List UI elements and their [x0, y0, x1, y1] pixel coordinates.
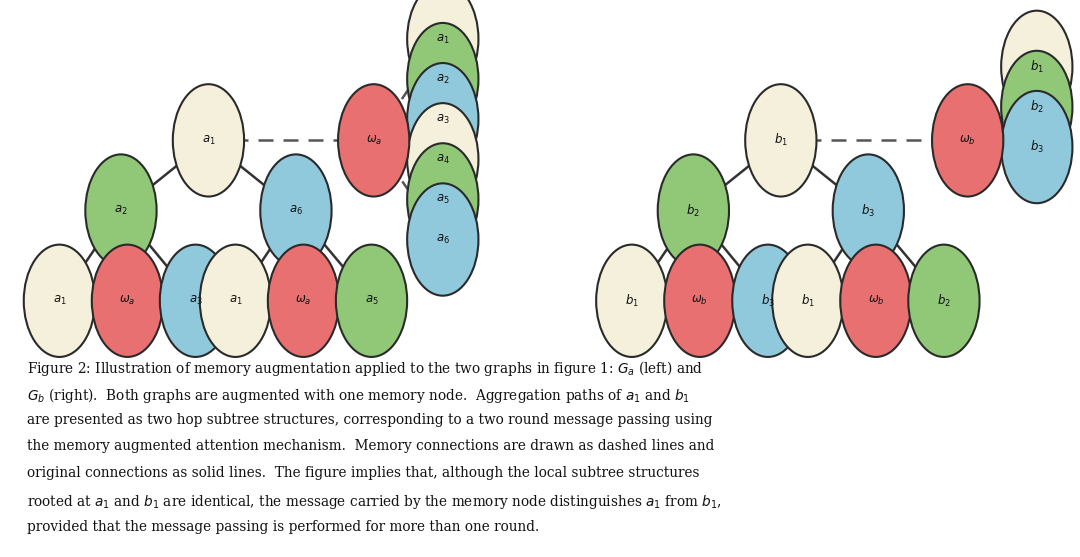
Text: $a_1$: $a_1$	[202, 134, 215, 147]
Ellipse shape	[338, 84, 409, 197]
Ellipse shape	[596, 245, 667, 357]
Text: $a_1$: $a_1$	[229, 294, 242, 307]
Ellipse shape	[407, 143, 478, 256]
Ellipse shape	[833, 154, 904, 267]
Ellipse shape	[24, 245, 95, 357]
Text: $b_3$: $b_3$	[862, 203, 875, 218]
Ellipse shape	[658, 154, 729, 267]
Text: $b_3$: $b_3$	[1030, 139, 1043, 155]
Ellipse shape	[92, 245, 163, 357]
Text: $a_6$: $a_6$	[436, 233, 449, 246]
Ellipse shape	[407, 0, 478, 95]
Text: $b_3$: $b_3$	[761, 293, 774, 309]
Text: are presented as two hop subtree structures, corresponding to a two round messag: are presented as two hop subtree structu…	[27, 413, 713, 427]
Ellipse shape	[200, 245, 271, 357]
Text: rooted at $a_1$ and $b_1$ are identical, the message carried by the memory node : rooted at $a_1$ and $b_1$ are identical,…	[27, 493, 721, 511]
Text: $\omega_b$: $\omega_b$	[691, 294, 708, 307]
Text: Figure 2: Illustration of memory augmentation applied to the two graphs in figur: Figure 2: Illustration of memory augment…	[27, 359, 703, 378]
Text: $\omega_a$: $\omega_a$	[365, 134, 382, 147]
Text: $a_3$: $a_3$	[436, 113, 449, 126]
Text: $\omega_a$: $\omega_a$	[119, 294, 136, 307]
Text: $a_5$: $a_5$	[436, 193, 449, 206]
Ellipse shape	[85, 154, 157, 267]
Ellipse shape	[173, 84, 244, 197]
Ellipse shape	[732, 245, 804, 357]
Text: $a_1$: $a_1$	[53, 294, 66, 307]
Text: $b_1$: $b_1$	[1030, 59, 1043, 75]
Ellipse shape	[268, 245, 339, 357]
Text: $b_1$: $b_1$	[774, 133, 787, 148]
Text: $b_1$: $b_1$	[625, 293, 638, 309]
Text: provided that the message passing is performed for more than one round.: provided that the message passing is per…	[27, 520, 539, 534]
Ellipse shape	[840, 245, 912, 357]
Ellipse shape	[260, 154, 332, 267]
Text: $a_6$: $a_6$	[289, 204, 302, 217]
Text: $a_3$: $a_3$	[189, 294, 202, 307]
Ellipse shape	[407, 183, 478, 296]
Ellipse shape	[407, 23, 478, 135]
Text: $a_1$: $a_1$	[436, 32, 449, 46]
Text: original connections as solid lines.  The figure implies that, although the loca: original connections as solid lines. The…	[27, 466, 700, 480]
Ellipse shape	[1001, 11, 1072, 123]
Text: $a_4$: $a_4$	[436, 153, 449, 166]
Ellipse shape	[336, 245, 407, 357]
Ellipse shape	[932, 84, 1003, 197]
Text: $a_5$: $a_5$	[365, 294, 378, 307]
Ellipse shape	[908, 245, 980, 357]
Text: $a_2$: $a_2$	[114, 204, 127, 217]
Text: $a_2$: $a_2$	[436, 72, 449, 86]
Text: $b_2$: $b_2$	[1030, 99, 1043, 115]
Ellipse shape	[160, 245, 231, 357]
Ellipse shape	[1001, 51, 1072, 163]
Text: $\omega_b$: $\omega_b$	[867, 294, 885, 307]
Ellipse shape	[407, 103, 478, 216]
Ellipse shape	[745, 84, 816, 197]
Text: $b_2$: $b_2$	[937, 293, 950, 309]
Text: $b_2$: $b_2$	[687, 203, 700, 218]
Ellipse shape	[1001, 91, 1072, 203]
Text: $\omega_b$: $\omega_b$	[959, 134, 976, 147]
Text: $G_b$ (right).  Both graphs are augmented with one memory node.  Aggregation pat: $G_b$ (right). Both graphs are augmented…	[27, 386, 690, 405]
Text: the memory augmented attention mechanism.  Memory connections are drawn as dashe: the memory augmented attention mechanism…	[27, 439, 714, 453]
Text: $\omega_a$: $\omega_a$	[295, 294, 312, 307]
Text: $b_1$: $b_1$	[801, 293, 814, 309]
Ellipse shape	[407, 63, 478, 175]
Ellipse shape	[772, 245, 843, 357]
Ellipse shape	[664, 245, 735, 357]
